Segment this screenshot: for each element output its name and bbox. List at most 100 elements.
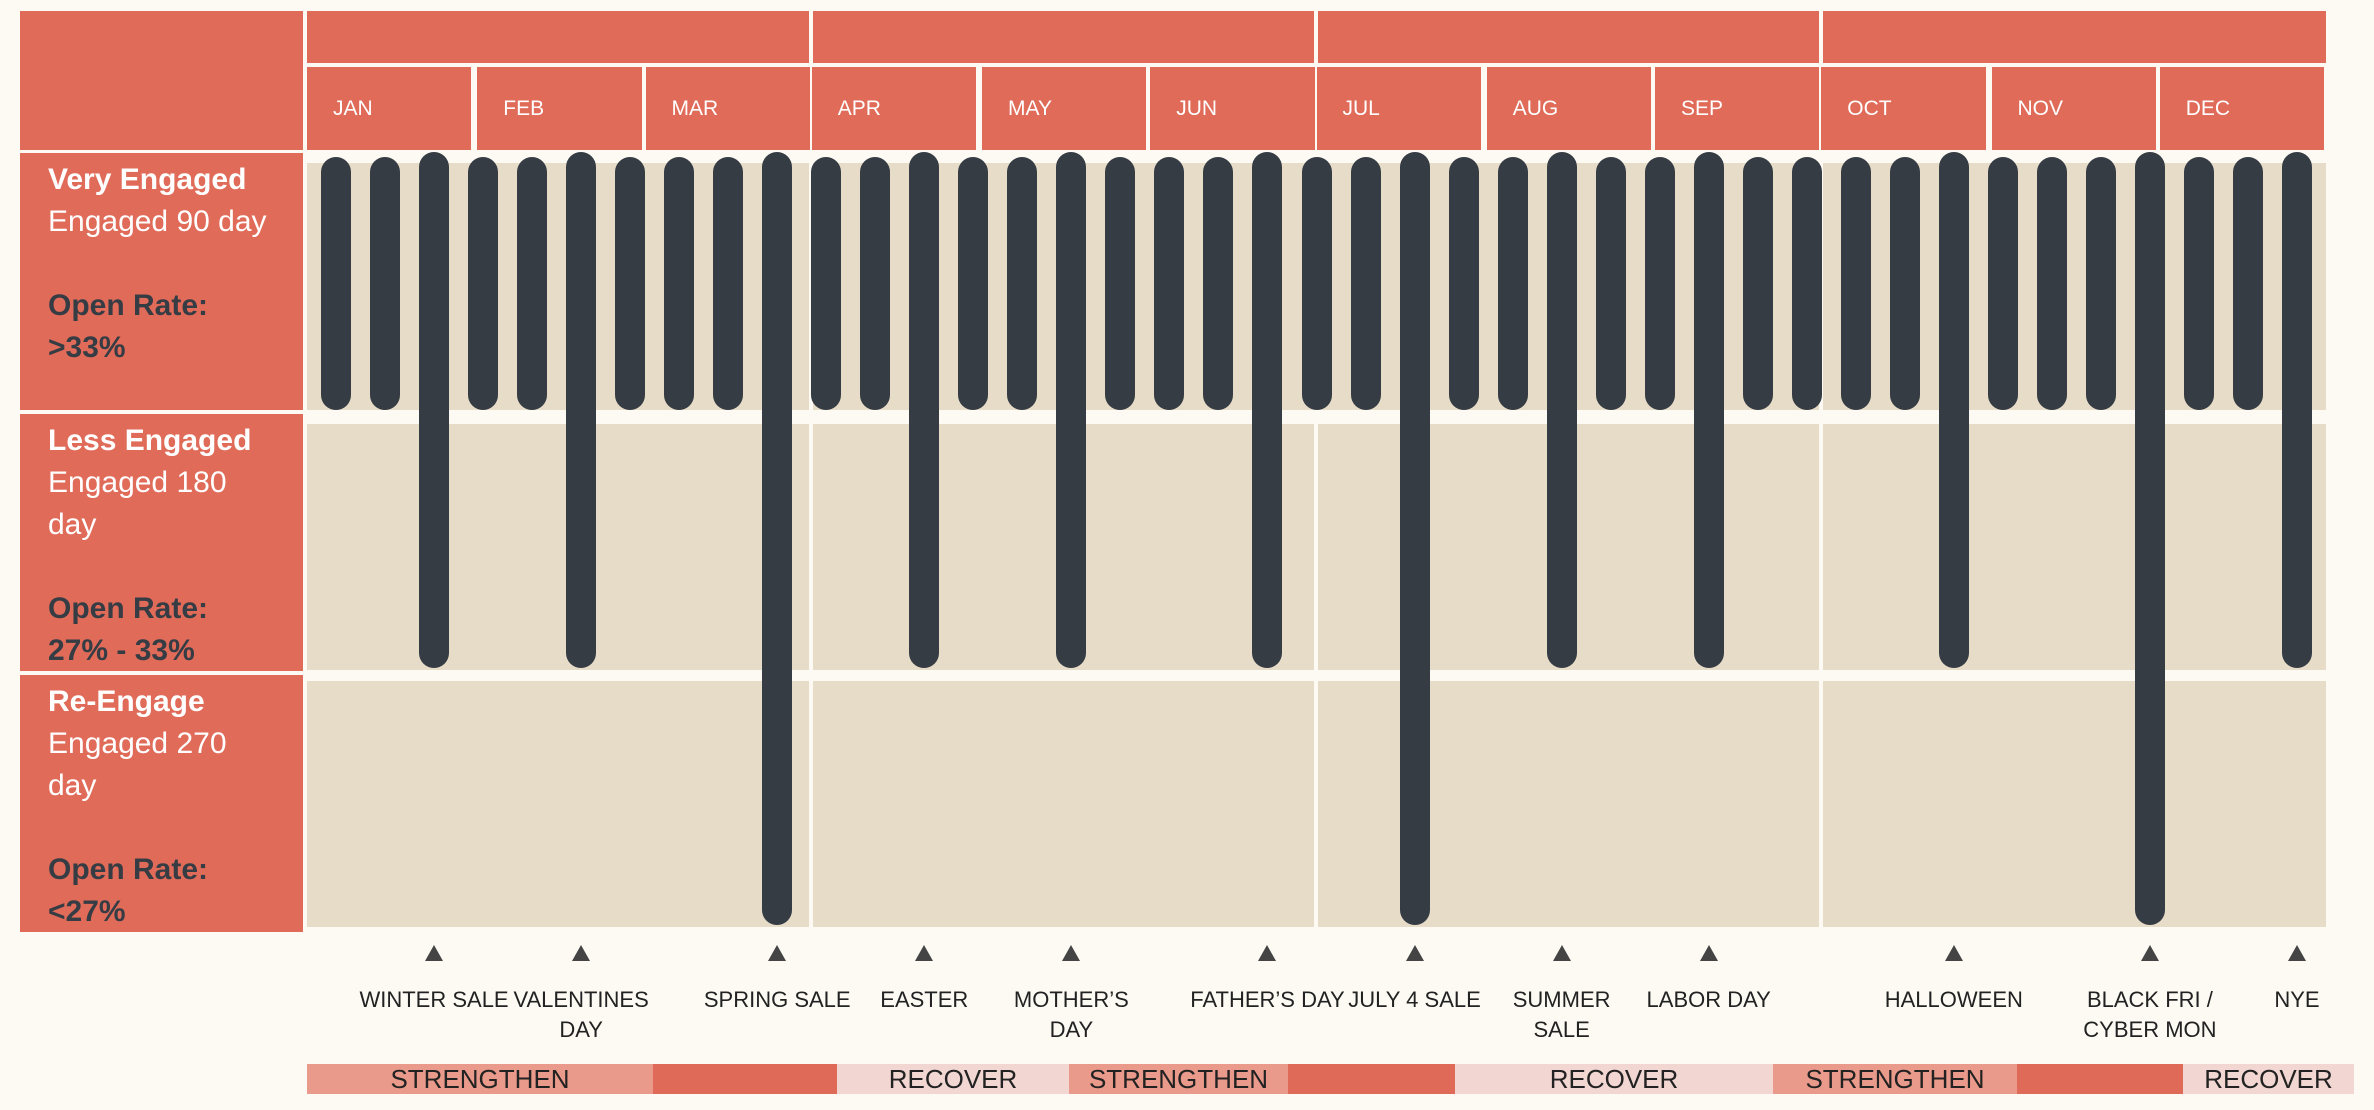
month-header-feb: FEB xyxy=(477,67,642,150)
quarter-divider xyxy=(809,153,813,931)
send-bar xyxy=(566,152,597,668)
event-marker-icon xyxy=(2140,945,2159,961)
send-bar xyxy=(1399,152,1430,925)
event-label: NYE xyxy=(2274,987,2320,1012)
send-bar xyxy=(1301,157,1332,410)
month-header-jan: JAN xyxy=(307,67,472,150)
send-bar xyxy=(958,157,989,410)
send-bar xyxy=(1742,157,1773,410)
rate-value: <27% xyxy=(48,895,126,928)
send-bar xyxy=(419,152,450,668)
send-bar xyxy=(468,157,499,410)
phase-strengthen: STRENGTHEN xyxy=(307,1064,653,1094)
phase-recover: RECOVER xyxy=(2183,1064,2354,1094)
month-header-jun: JUN xyxy=(1150,67,1315,150)
event-marker-icon xyxy=(768,945,787,961)
row-desc: Engaged 270 day xyxy=(48,727,227,802)
send-bar xyxy=(1938,152,1969,668)
phase-recover: RECOVER xyxy=(837,1064,1069,1094)
row-desc: Engaged 90 day xyxy=(48,205,267,238)
send-bar xyxy=(370,157,401,410)
row-title: Less Engaged xyxy=(48,424,252,457)
month-header-oct: OCT xyxy=(1821,67,1986,150)
phase-strengthen: STRENGTHEN xyxy=(1773,1064,2017,1094)
phase-strengthen: STRENGTHEN xyxy=(1069,1064,1288,1094)
send-bar xyxy=(2282,152,2312,668)
row-rate: Open Rate: <27% xyxy=(48,849,275,933)
send-bar xyxy=(2134,152,2165,925)
phase-peak xyxy=(653,1064,837,1094)
row-label-very-engaged: Very Engaged Engaged 90 day Open Rate: >3… xyxy=(20,153,303,410)
phase-peak xyxy=(2017,1064,2183,1094)
event-label: JULY 4 SALE xyxy=(1348,987,1481,1012)
send-bar xyxy=(1105,157,1136,410)
send-bar xyxy=(1889,157,1920,410)
send-bar xyxy=(909,152,940,668)
event-marker-icon xyxy=(1699,945,1718,961)
send-bar xyxy=(1497,157,1528,410)
send-bar xyxy=(517,157,548,410)
event-marker-icon xyxy=(1062,945,1081,961)
send-bar xyxy=(762,152,793,925)
rate-label: Open Rate: xyxy=(48,592,209,625)
send-bar xyxy=(1595,157,1626,410)
month-header-may: MAY xyxy=(982,67,1147,150)
month-header-dec: DEC xyxy=(2159,67,2324,150)
event-marker-icon xyxy=(915,945,934,961)
send-bar xyxy=(1644,157,1675,410)
send-bar xyxy=(1203,157,1234,410)
quarter-header-q2 xyxy=(813,11,1314,63)
event-label: SPRING SALE xyxy=(703,987,851,1012)
rate-value: >33% xyxy=(48,331,126,364)
send-bar xyxy=(1056,152,1087,668)
quarter-divider xyxy=(1314,153,1318,931)
quarter-divider xyxy=(1819,153,1823,931)
event-label: LABOR DAY xyxy=(1646,987,1771,1012)
send-bar xyxy=(1791,157,1822,410)
send-bar xyxy=(860,157,891,410)
phase-peak xyxy=(1288,1064,1455,1094)
send-bar xyxy=(1693,152,1724,668)
event-marker-icon xyxy=(425,945,444,961)
month-header-sep: SEP xyxy=(1655,67,1820,150)
row-title: Re-Engage xyxy=(48,685,205,718)
event-marker-icon xyxy=(1944,945,1963,961)
send-bar xyxy=(1350,157,1381,410)
row-label-less-engaged: Less Engaged Engaged 180 day Open Rate: 2… xyxy=(20,414,303,671)
event-marker-icon xyxy=(1258,945,1277,961)
event-marker-icon xyxy=(1552,945,1571,961)
rate-label: Open Rate: xyxy=(48,289,209,322)
phase-recover: RECOVER xyxy=(1455,1064,1773,1094)
event-label: BLACK FRI / CYBER MON xyxy=(2083,987,2217,1042)
event-marker-icon xyxy=(2288,945,2306,961)
row-title: Very Engaged xyxy=(48,163,247,196)
send-bar xyxy=(1840,157,1871,410)
event-label: HALLOWEEN xyxy=(1884,987,2023,1012)
event-marker-icon xyxy=(572,945,591,961)
event-label: WINTER SALE xyxy=(359,987,509,1012)
send-bar xyxy=(1546,152,1577,668)
month-header-aug: AUG xyxy=(1486,67,1651,150)
send-bar xyxy=(811,157,842,410)
row-rate: Open Rate: 27% - 33% xyxy=(48,588,275,672)
send-bar xyxy=(1252,152,1283,668)
rate-value: 27% - 33% xyxy=(48,634,195,667)
send-bar xyxy=(1448,157,1479,410)
rate-label: Open Rate: xyxy=(48,853,209,886)
month-header-jul: JUL xyxy=(1316,67,1481,150)
event-label: MOTHER’S DAY xyxy=(1013,987,1129,1042)
send-bar xyxy=(321,157,351,410)
send-bar xyxy=(615,157,646,410)
row-desc: Engaged 180 day xyxy=(48,466,227,541)
send-bar xyxy=(2232,157,2263,410)
send-bar xyxy=(713,157,744,410)
quarter-header-q1 xyxy=(307,11,809,63)
send-bar xyxy=(1987,157,2018,410)
row-label-re-engage: Re-Engage Engaged 270 day Open Rate: <27% xyxy=(20,675,303,932)
row-rate: Open Rate: >33% xyxy=(48,285,275,369)
event-label: SUMMER SALE xyxy=(1512,987,1611,1042)
quarter-header-q4 xyxy=(1823,11,2326,63)
event-label: EASTER xyxy=(880,987,969,1012)
header-corner xyxy=(20,11,303,150)
event-label: VALENTINES DAY xyxy=(513,987,649,1042)
